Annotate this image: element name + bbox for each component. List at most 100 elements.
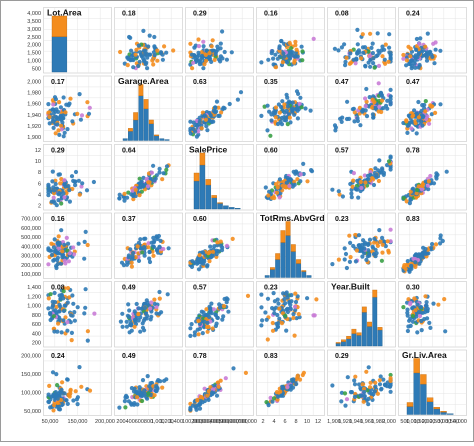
correlation-r4-c3: 0.23 xyxy=(264,285,278,292)
histogram-bar-gr-liv-area-6 xyxy=(447,413,454,415)
scatter-point xyxy=(222,106,227,111)
histogram-bar-garage-area-6 xyxy=(154,135,159,141)
scatter-point xyxy=(359,393,364,398)
scatter-point xyxy=(220,317,225,322)
scatter-point xyxy=(142,301,147,307)
scatter-point xyxy=(370,105,375,110)
scatter-point xyxy=(118,49,123,55)
scatter-point xyxy=(314,297,319,302)
variable-label-garage-area: Garage.Area xyxy=(118,76,169,86)
histogram-bar-saleprice-7 xyxy=(234,207,241,210)
y-tick-label-row3: 300,000 xyxy=(21,254,41,260)
scatter-point xyxy=(379,48,384,53)
scatter-point xyxy=(362,242,367,247)
scatter-point xyxy=(332,46,337,51)
histogram-bar-secondary-garage-area-4 xyxy=(143,99,149,109)
scatter-point xyxy=(147,259,153,265)
scatter-point xyxy=(380,250,385,255)
scatter-point xyxy=(275,185,280,190)
scatter-point xyxy=(413,308,418,313)
correlation-r5-c0: 0.24 xyxy=(51,353,65,360)
scatter-point xyxy=(152,393,157,398)
scatter-point xyxy=(376,63,382,68)
x-tick-label-col2: 200,000 xyxy=(191,419,211,425)
correlation-r3-c0: 0.16 xyxy=(51,216,65,223)
scatter-point xyxy=(405,259,410,264)
scatter-point xyxy=(349,195,354,200)
scatter-point xyxy=(271,291,276,296)
scatter-point xyxy=(355,116,360,121)
scatter-point xyxy=(131,197,136,202)
scatter-point xyxy=(298,172,303,177)
x-tick-label-col5: 1,000 xyxy=(406,419,420,425)
correlation-r3-c4: 0.23 xyxy=(335,216,349,223)
scatter-point xyxy=(336,48,341,53)
scatter-point xyxy=(61,95,66,100)
scatter-point xyxy=(351,178,356,183)
scatter-point xyxy=(129,328,134,333)
scatter-point xyxy=(62,391,67,396)
scatter-point xyxy=(118,319,123,324)
scatter-point xyxy=(62,130,67,135)
scatter-point xyxy=(55,262,60,267)
scatter-point xyxy=(125,63,130,68)
scatter-point xyxy=(410,313,416,319)
scatter-point xyxy=(124,324,129,329)
scatter-point xyxy=(142,391,147,396)
scatter-point xyxy=(356,243,361,248)
x-tick-label-col4: 1,980 xyxy=(371,419,385,425)
scatter-point xyxy=(188,41,193,46)
histogram-bar-gr-liv-area-3 xyxy=(426,401,434,415)
scatter-point xyxy=(404,118,409,123)
scatter-point xyxy=(197,119,202,124)
scatter-point xyxy=(197,253,202,258)
scatter-point xyxy=(197,401,203,406)
histogram-bar-year-built-3 xyxy=(351,333,357,347)
histogram-bar-saleprice-0 xyxy=(193,180,200,210)
correlation-r2-c4: 0.57 xyxy=(335,148,349,155)
scatter-point xyxy=(146,245,151,250)
scatter-point xyxy=(333,128,338,133)
scatter-point xyxy=(221,304,227,309)
scatter-point xyxy=(208,113,213,118)
scatter-point xyxy=(188,119,193,124)
scatter-point xyxy=(288,177,293,182)
scatter-point xyxy=(128,322,133,327)
scatter-point xyxy=(379,258,384,263)
y-tick-label-row4: 600 xyxy=(32,322,41,328)
y-tick-label-row3: 500,000 xyxy=(21,235,41,241)
scatter-point xyxy=(65,127,70,132)
scatter-point xyxy=(285,295,290,300)
scatter-point xyxy=(127,308,132,313)
scatter-point xyxy=(330,262,335,267)
histogram-bar-secondary-year-built-3 xyxy=(351,328,357,334)
x-tick-label-col4: 1,940 xyxy=(349,419,363,425)
histogram-bar-secondary-year-built-1 xyxy=(341,339,346,342)
scatter-point xyxy=(368,64,373,69)
scatter-point xyxy=(336,257,341,262)
histogram-bar-secondary-garage-area-5 xyxy=(148,119,154,124)
scatter-point xyxy=(193,123,198,128)
histogram-bar-year-built-7 xyxy=(372,296,378,347)
scatter-point xyxy=(151,240,156,245)
scatter-point xyxy=(203,52,208,58)
scatter-point xyxy=(198,394,203,400)
scatter-point xyxy=(51,245,57,250)
x-tick-label-col2: 400,000 xyxy=(210,419,230,425)
scatter-point xyxy=(349,191,354,196)
scatter-point xyxy=(199,55,205,61)
scatter-point xyxy=(188,407,193,412)
scatter-point xyxy=(385,239,390,244)
x-tick-label-col3: 12 xyxy=(315,419,321,425)
scatter-point xyxy=(289,293,294,298)
scatter-point xyxy=(196,129,201,134)
scatter-point xyxy=(360,107,366,112)
correlation-r1-c5: 0.47 xyxy=(406,79,420,86)
scatter-point xyxy=(189,52,195,57)
scatter-point xyxy=(53,308,58,313)
scatter-point xyxy=(408,54,413,59)
scatter-point xyxy=(340,194,345,199)
scatter-point xyxy=(377,378,382,383)
scatter-point xyxy=(58,123,64,128)
